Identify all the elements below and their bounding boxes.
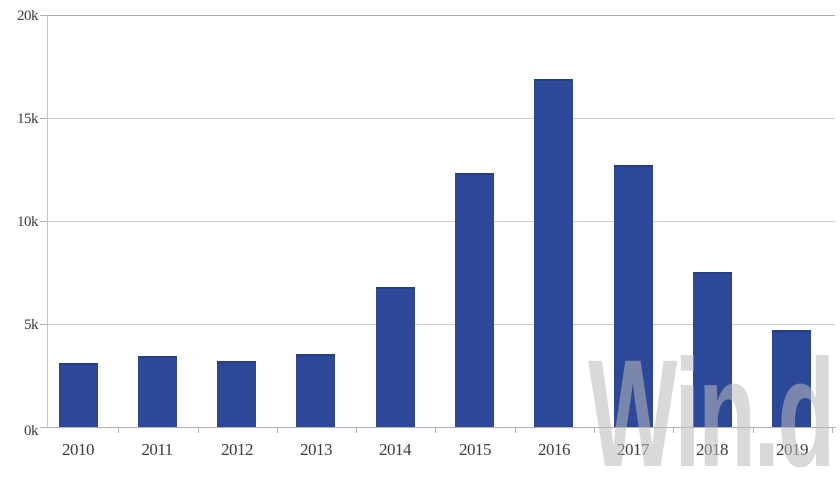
gridline-20k xyxy=(47,15,835,16)
y-axis-label: 20k xyxy=(17,8,39,24)
bar-2017 xyxy=(614,165,653,427)
x-axis-label: 2012 xyxy=(221,440,254,459)
bar-2018 xyxy=(693,272,732,427)
x-axis-line xyxy=(40,427,836,428)
y-axis-label: 15k xyxy=(17,111,39,127)
bar-2019 xyxy=(772,330,811,427)
x-axis-label: 2014 xyxy=(379,440,412,459)
y-axis-label: 10k xyxy=(17,214,39,230)
x-axis-tick xyxy=(594,427,595,433)
gridline-15k xyxy=(47,118,835,119)
x-axis-label: 2016 xyxy=(538,440,571,459)
bar-2013 xyxy=(296,354,335,427)
x-axis-label: 2013 xyxy=(300,440,333,459)
x-axis-tick xyxy=(832,427,833,433)
x-axis-label: 2010 xyxy=(62,440,95,459)
y-axis-label: 5k xyxy=(24,317,39,333)
x-axis-tick xyxy=(753,427,754,433)
x-axis-label: 2011 xyxy=(141,440,173,459)
x-axis-label: 2019 xyxy=(776,440,809,459)
x-axis-tick xyxy=(435,427,436,433)
x-axis-tick xyxy=(198,427,199,433)
x-axis-label: 2017 xyxy=(617,440,650,459)
x-axis-tick xyxy=(277,427,278,433)
x-axis-tick xyxy=(356,427,357,433)
y-axis-tick xyxy=(40,118,47,119)
y-axis-label: 0k xyxy=(24,423,39,439)
x-axis-tick xyxy=(673,427,674,433)
x-axis-label: 2018 xyxy=(696,440,729,459)
bar-2011 xyxy=(138,356,177,427)
bar-2015 xyxy=(455,173,494,427)
y-axis-tick xyxy=(40,221,47,222)
y-axis-tick xyxy=(40,15,47,16)
x-axis-tick xyxy=(118,427,119,433)
x-axis-label: 2015 xyxy=(459,440,492,459)
bar-2012 xyxy=(217,361,256,427)
y-axis-line xyxy=(47,15,48,427)
y-axis-tick xyxy=(40,324,47,325)
gridline-5k xyxy=(47,324,835,325)
gridline-10k xyxy=(47,221,835,222)
bar-2014 xyxy=(376,287,415,427)
bar-2016 xyxy=(534,79,573,427)
x-axis-tick xyxy=(515,427,516,433)
bar-2010 xyxy=(59,363,98,427)
